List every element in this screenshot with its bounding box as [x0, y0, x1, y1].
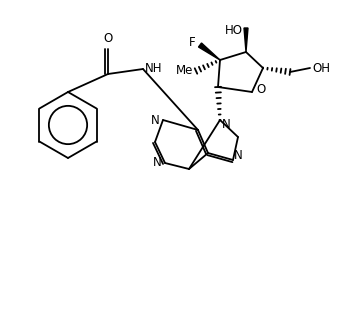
- Text: O: O: [256, 83, 265, 96]
- Text: F: F: [189, 37, 196, 50]
- Text: N: N: [222, 118, 231, 131]
- Text: N: N: [234, 149, 243, 162]
- Text: HO: HO: [225, 24, 243, 37]
- Polygon shape: [244, 28, 248, 52]
- Text: NH: NH: [145, 61, 163, 75]
- Text: OH: OH: [312, 61, 330, 75]
- Text: N: N: [151, 114, 160, 126]
- Text: Me: Me: [176, 64, 193, 78]
- Text: O: O: [103, 32, 113, 45]
- Text: N: N: [153, 156, 162, 170]
- Polygon shape: [199, 43, 220, 60]
